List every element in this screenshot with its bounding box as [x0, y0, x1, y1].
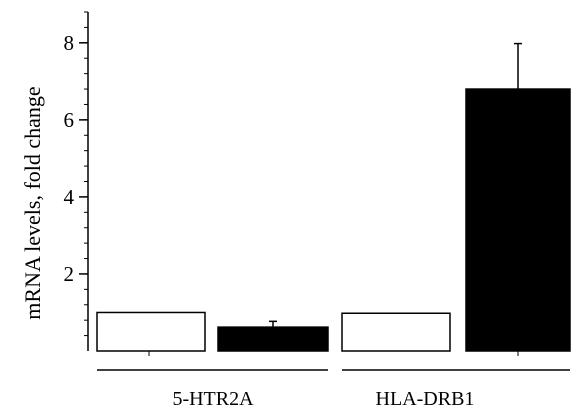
y-tick-label: 6 — [64, 108, 75, 132]
bars-layer — [96, 42, 571, 352]
bar — [217, 326, 329, 352]
y-tick-label: 8 — [64, 31, 75, 55]
y-tick-label: 4 — [64, 185, 75, 209]
y-axis-title: mRNA levels, fold change — [20, 86, 45, 319]
bar — [465, 88, 571, 352]
x-axis-groups: 5-HTR2A HLA-DRB1 — [97, 351, 570, 410]
group-label: 5-HTR2A — [172, 388, 254, 410]
bar — [341, 312, 451, 352]
y-tick-label: 2 — [64, 262, 75, 286]
bar — [96, 311, 206, 352]
group-label: HLA-DRB1 — [376, 388, 475, 410]
y-axis: 2 4 6 8 — [64, 11, 89, 351]
